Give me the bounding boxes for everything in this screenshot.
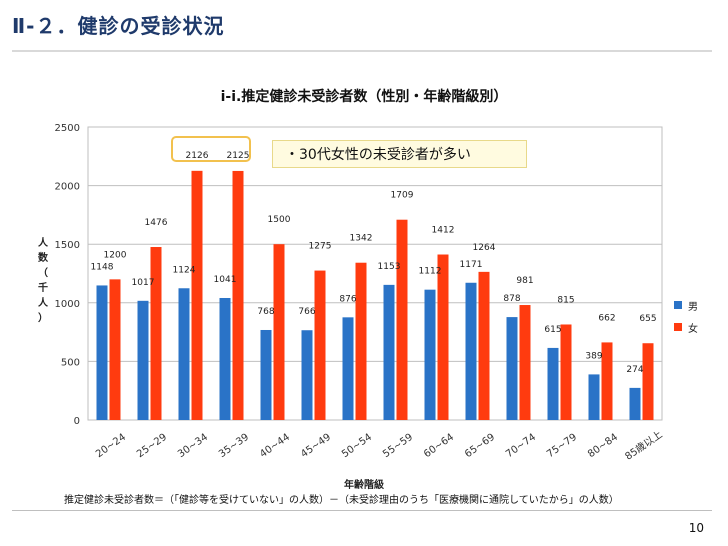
page-number: 10 <box>688 521 704 535</box>
slide-title: Ⅱ-２．健診の受診状況 <box>12 14 225 38</box>
bars-layer <box>96 170 654 420</box>
bar-male-60~64 <box>424 289 436 420</box>
data-label-male: 615 <box>544 325 561 335</box>
data-label-female: 1476 <box>145 218 168 228</box>
data-label-male: 1124 <box>173 265 196 275</box>
x-tick-label: 50~54 <box>340 432 374 460</box>
bar-male-40~44 <box>260 329 272 420</box>
bar-male-80~84 <box>588 374 600 420</box>
data-label-male: 766 <box>298 307 315 317</box>
y-tick-label: 500 <box>61 357 80 368</box>
data-label-female: 662 <box>598 313 615 323</box>
x-axis-label: 年齢階級 <box>344 480 384 491</box>
data-label-male: 1112 <box>419 267 442 277</box>
bar-female-85歳以上 <box>642 343 654 420</box>
data-label-male: 1041 <box>214 275 237 285</box>
data-label-female: 981 <box>516 276 533 286</box>
bar-female-50~54 <box>355 262 367 420</box>
x-tick-label: 25~29 <box>135 432 169 460</box>
data-labels-layer: 1148 1200 1017 1476 1124 2126 1041 2125 768 1500 7… <box>91 151 657 375</box>
data-label-male: 1171 <box>460 260 483 270</box>
bar-female-25~29 <box>150 247 162 420</box>
bar-male-45~49 <box>301 330 313 420</box>
chart-title: i-i.推定健診未受診者数（性別・年齢階級別） <box>220 89 508 105</box>
bar-female-75~79 <box>560 324 572 420</box>
bar-female-20~24 <box>109 279 121 420</box>
data-label-male: 1153 <box>378 262 401 272</box>
data-label-female: 815 <box>557 295 574 305</box>
bar-female-55~59 <box>396 219 408 420</box>
bar-female-80~84 <box>601 342 613 420</box>
highlight-box-layer <box>171 136 251 162</box>
data-label-female: 2125 <box>227 151 250 161</box>
bar-male-20~24 <box>96 285 108 420</box>
bar-male-85歳以上 <box>629 387 641 420</box>
legend-swatch-female <box>674 323 682 331</box>
legend-item-female: 女 <box>674 316 698 338</box>
footnote: 推定健診未受診者数＝（「健診等を受けていない」の人数）－（未受診理由のうち「医療… <box>64 495 619 506</box>
bar-female-40~44 <box>273 244 285 420</box>
data-label-female: 1709 <box>391 191 414 201</box>
x-tick-label: 20~24 <box>94 432 128 460</box>
annotation-callout: ・30代女性の未受診者が多い <box>272 140 527 168</box>
bar-female-65~69 <box>478 271 490 420</box>
x-tick-label: 40~44 <box>258 432 292 460</box>
data-label-male: 389 <box>585 351 602 361</box>
bar-female-45~49 <box>314 270 326 420</box>
legend-label-male: 男 <box>688 301 698 313</box>
bar-male-35~39 <box>219 297 231 420</box>
x-tick-label: 30~34 <box>176 432 210 460</box>
legend-swatch-male <box>674 301 682 309</box>
y-tick-label: 1000 <box>55 299 80 310</box>
y-tick-label: 2500 <box>55 123 80 134</box>
data-label-female: 1500 <box>268 215 291 225</box>
data-label-female: 1342 <box>350 234 373 244</box>
x-tick-label: 60~64 <box>422 432 456 460</box>
x-tick-label: 75~79 <box>545 432 579 460</box>
y-tick-label: 1500 <box>55 240 80 251</box>
data-label-male: 1017 <box>132 278 155 288</box>
legend-label-female: 女 <box>688 323 698 335</box>
data-label-male: 274 <box>626 365 643 375</box>
bar-female-35~39 <box>232 170 244 420</box>
highlight-box <box>171 136 251 162</box>
bar-female-70~74 <box>519 305 531 420</box>
bar-male-70~74 <box>506 317 518 420</box>
bar-male-50~54 <box>342 317 354 420</box>
x-tick-label: 55~59 <box>381 432 415 460</box>
bar-male-55~59 <box>383 284 395 420</box>
x-tick-label: 80~84 <box>586 432 620 460</box>
bar-female-60~64 <box>437 254 449 420</box>
bar-male-65~69 <box>465 282 477 420</box>
data-label-female: 1275 <box>309 242 332 252</box>
data-label-male: 768 <box>257 307 274 317</box>
data-label-male: 878 <box>503 294 520 304</box>
bar-male-25~29 <box>137 300 149 420</box>
data-label-female: 1264 <box>473 243 496 253</box>
bar-male-75~79 <box>547 347 559 420</box>
x-tick-label: 35~39 <box>217 432 251 460</box>
legend: 男 女 <box>674 294 698 338</box>
x-tick-label: 70~74 <box>504 432 538 460</box>
bar-female-30~34 <box>191 170 203 420</box>
x-tick-label: 85歳以上 <box>623 428 665 462</box>
data-label-male: 876 <box>339 294 356 304</box>
y-axis-label: 人数（千人） <box>38 238 48 324</box>
y-tick-label: 0 <box>74 416 80 427</box>
data-label-female: 1200 <box>104 250 127 260</box>
x-tick-label: 45~49 <box>299 432 333 460</box>
data-label-male: 1148 <box>91 262 114 272</box>
x-tick-label: 65~69 <box>463 432 497 460</box>
data-label-female: 655 <box>639 314 656 324</box>
legend-item-male: 男 <box>674 294 698 316</box>
bar-male-30~34 <box>178 288 190 420</box>
title-divider <box>12 50 712 52</box>
data-label-female: 1412 <box>432 226 455 236</box>
footer-divider <box>12 510 712 511</box>
data-label-female: 2126 <box>186 151 209 161</box>
y-tick-label: 2000 <box>55 182 80 193</box>
